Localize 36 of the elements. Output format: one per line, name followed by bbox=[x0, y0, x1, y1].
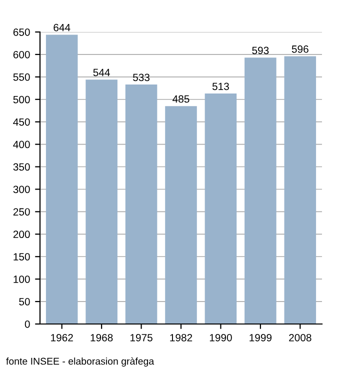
x-tick-label: 1968 bbox=[90, 334, 113, 342]
y-tick-label: 450 bbox=[13, 118, 30, 126]
y-tick-label: 600 bbox=[13, 50, 30, 58]
x-tick-label: 2008 bbox=[289, 334, 312, 342]
data-label: 596 bbox=[292, 45, 308, 53]
x-tick-label: 1962 bbox=[51, 334, 73, 342]
x-tick-label: 1982 bbox=[170, 334, 192, 342]
data-label: 533 bbox=[133, 74, 150, 82]
y-tick-label: 50 bbox=[19, 298, 30, 306]
x-tick-label: 1990 bbox=[210, 334, 232, 342]
data-label: 485 bbox=[172, 95, 190, 103]
bar bbox=[86, 80, 118, 324]
data-label: 644 bbox=[54, 24, 70, 32]
y-tick-label: 350 bbox=[13, 163, 30, 171]
y-tick-label: 500 bbox=[13, 96, 30, 104]
y-tick-label: 300 bbox=[13, 186, 30, 194]
y-tick-label: 550 bbox=[13, 73, 30, 81]
data-label: 544 bbox=[93, 68, 110, 76]
bar bbox=[244, 58, 276, 324]
bar bbox=[125, 84, 158, 324]
bar bbox=[204, 94, 237, 324]
bar bbox=[46, 34, 78, 324]
x-tick-label: 1999 bbox=[250, 334, 272, 342]
source-note: fonte INSEE - elaborasion gràfega bbox=[6, 357, 154, 367]
y-tick-label: 250 bbox=[13, 208, 30, 216]
bar bbox=[284, 56, 316, 324]
data-label: 593 bbox=[252, 46, 269, 54]
y-tick-label: 0 bbox=[24, 320, 30, 328]
y-tick-label: 400 bbox=[13, 140, 30, 148]
x-tick-label: 1975 bbox=[130, 334, 152, 342]
bar bbox=[165, 106, 197, 324]
data-label: 513 bbox=[212, 82, 229, 90]
y-tick-label: 650 bbox=[13, 28, 30, 36]
y-tick-label: 200 bbox=[13, 230, 30, 238]
y-tick-label: 100 bbox=[14, 276, 30, 283]
y-tick-label: 150 bbox=[14, 253, 30, 260]
